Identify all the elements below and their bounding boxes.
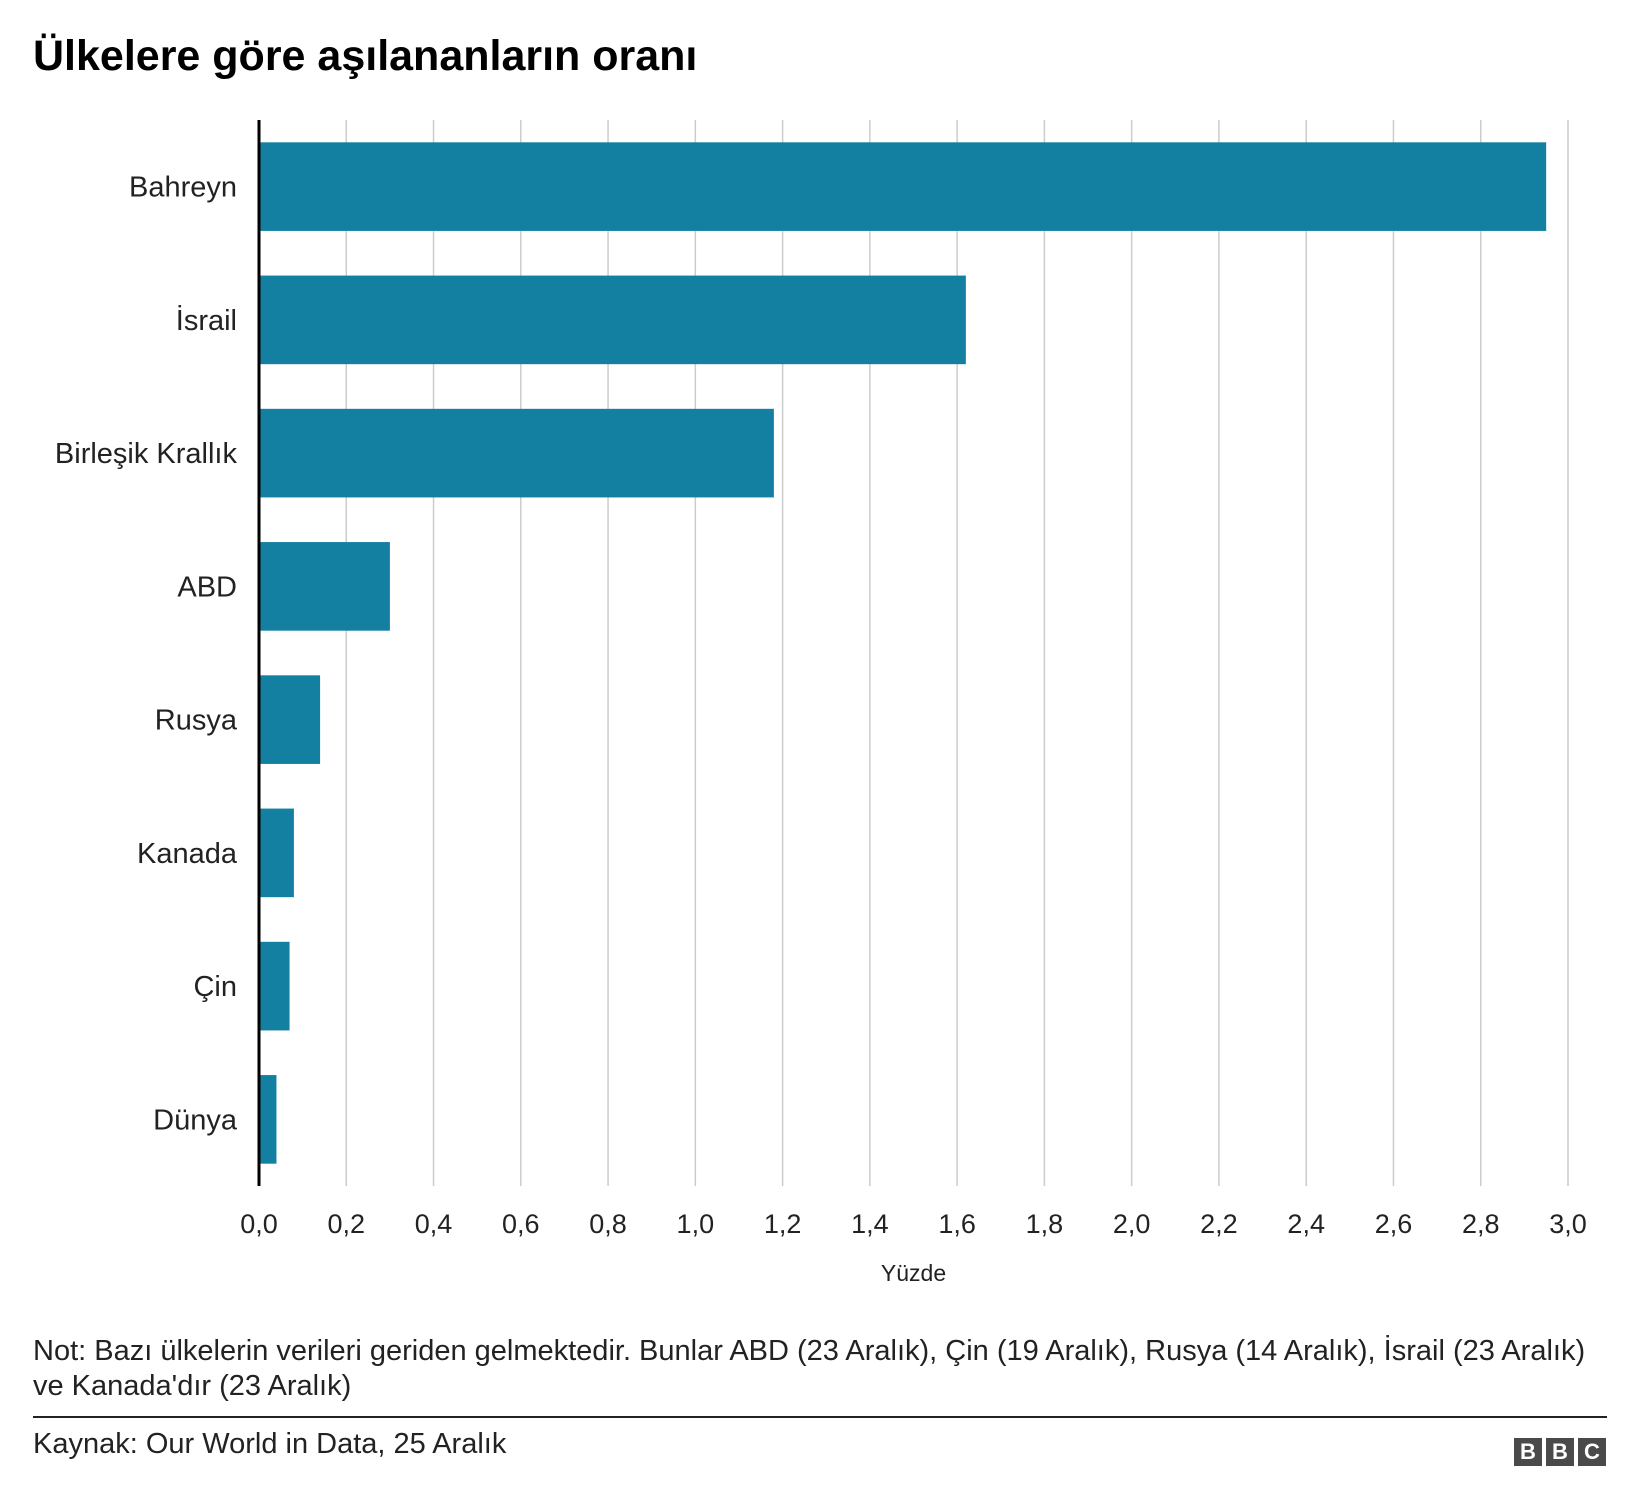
x-tick-label: 0,6 [502, 1209, 540, 1239]
x-tick-label: 2,0 [1113, 1209, 1151, 1239]
x-tick-label: 1,4 [851, 1209, 889, 1239]
category-label: Bahreyn [129, 172, 237, 204]
bar [259, 941, 290, 1031]
bar [259, 1075, 277, 1164]
bar [259, 408, 774, 498]
category-label: Rusya [155, 705, 238, 737]
x-tick-label: 2,8 [1462, 1209, 1500, 1239]
bbc-logo: B B C [1514, 1438, 1606, 1466]
bar-chart: 0,0 0,2 0,4 0,6 0,8 1,0 1,2 1,4 1,6 1,8 2,0 2,2 2,4 2… [55, 120, 1587, 1286]
x-axis-title: Yüzde [881, 1260, 946, 1286]
x-tick-label: 0,0 [240, 1209, 278, 1239]
category-label: Kanada [137, 838, 238, 870]
x-tick-label: 0,8 [589, 1209, 627, 1239]
category-label: Dünya [153, 1104, 238, 1136]
chart-title: Ülkelere göre aşılananların oranı [33, 32, 698, 80]
x-tick-label: 1,6 [938, 1209, 976, 1239]
category-label: Çin [193, 971, 237, 1003]
bar [259, 275, 966, 365]
bbc-logo-letter: B [1514, 1438, 1542, 1466]
category-label: İsrail [176, 304, 237, 337]
bar [259, 808, 294, 898]
bbc-logo-letter: B [1546, 1438, 1574, 1466]
source-text: Kaynak: Our World in Data, 25 Aralık [33, 1428, 507, 1460]
x-tick-label: 2,6 [1375, 1209, 1413, 1239]
footer-divider [33, 1416, 1607, 1418]
bar [259, 542, 390, 631]
x-tick-label: 1,8 [1026, 1209, 1064, 1239]
bar [259, 675, 321, 764]
bbc-logo-letter: C [1578, 1438, 1606, 1466]
category-label: Birleşik Krallık [55, 438, 238, 470]
x-tick-label: 0,4 [415, 1209, 453, 1239]
x-tick-label: 2,2 [1200, 1209, 1238, 1239]
x-tick-label: 0,2 [327, 1209, 365, 1239]
x-tick-label: 3,0 [1549, 1209, 1587, 1239]
x-tick-label: 1,2 [764, 1209, 802, 1239]
category-label: ABD [177, 571, 237, 603]
footnote: Not: Bazı ülkelerin verileri geriden gel… [33, 1335, 1586, 1402]
bar [259, 142, 1547, 231]
x-tick-label: 1,0 [677, 1209, 715, 1239]
x-tick-label: 2,4 [1287, 1209, 1325, 1239]
